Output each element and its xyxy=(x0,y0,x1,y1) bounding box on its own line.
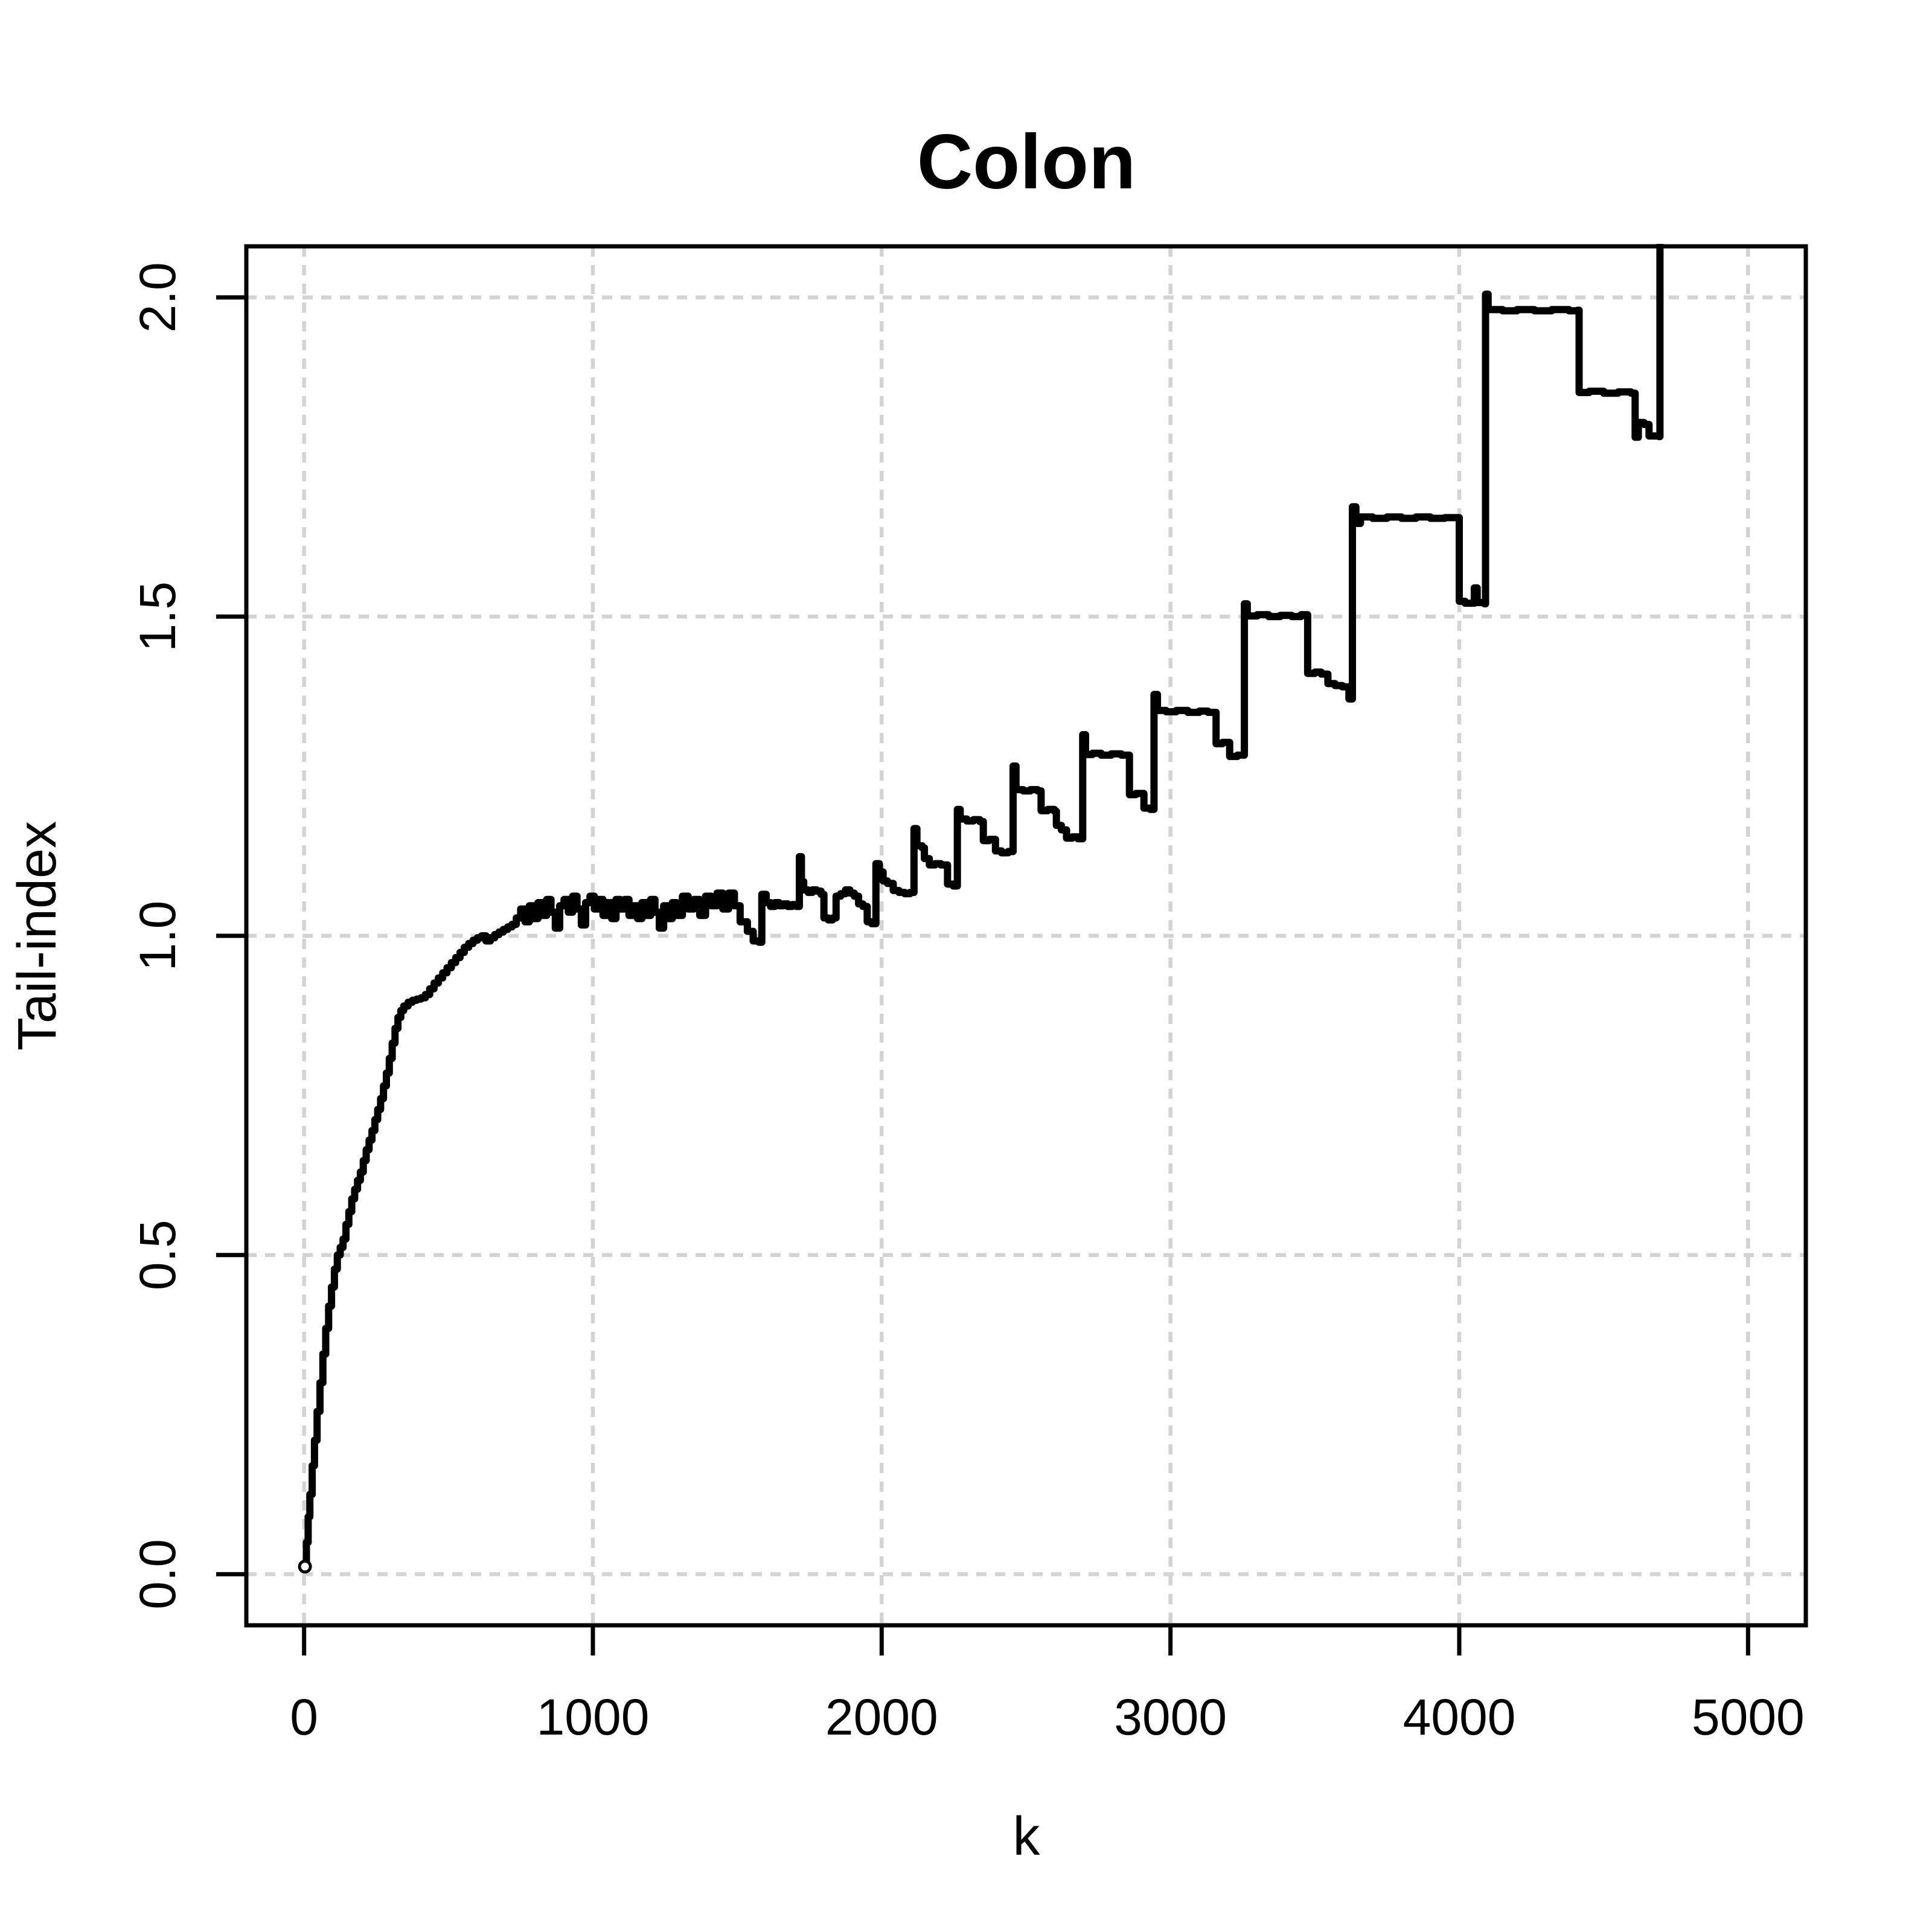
start-point-marker xyxy=(298,1559,312,1574)
x-tick-label: 3000 xyxy=(1114,1689,1227,1745)
series-line-tail-index-estimate xyxy=(301,244,1664,1570)
y-tick-label: 1.0 xyxy=(129,901,186,971)
x-tick-label: 2000 xyxy=(825,1689,938,1745)
series-layer xyxy=(298,244,1664,1574)
y-tick-label: 1.5 xyxy=(129,581,186,652)
gridlines xyxy=(246,246,1806,1625)
axis-tick-labels: 0 1000 2000 3000 4000 5000 0.0 0.5 1.0 1.5 2.0 xyxy=(129,262,1805,1745)
x-tick-label: 4000 xyxy=(1403,1689,1516,1745)
x-tick-label: 1000 xyxy=(537,1689,650,1745)
y-tick-label: 2.0 xyxy=(129,262,186,333)
y-tick-label: 0.0 xyxy=(129,1539,186,1610)
axis-ticks xyxy=(216,295,1750,1655)
x-axis-label: k xyxy=(1013,1806,1041,1867)
x-tick-label: 0 xyxy=(290,1689,318,1745)
y-axis-label: Tail-index xyxy=(7,821,68,1051)
y-tick-label: 0.5 xyxy=(129,1220,186,1290)
x-tick-label: 5000 xyxy=(1692,1689,1805,1745)
chart-title: Colon xyxy=(917,119,1136,205)
